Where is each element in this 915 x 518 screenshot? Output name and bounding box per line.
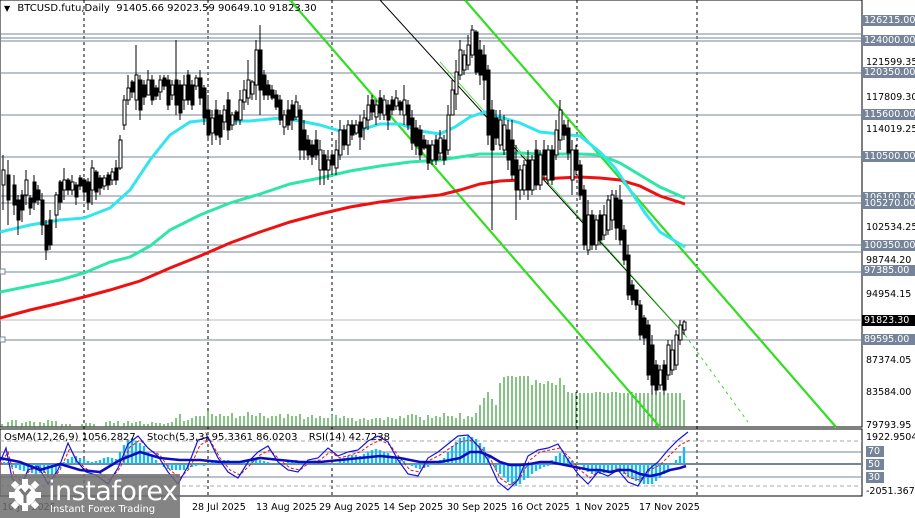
price-tick: 79793.95 [866, 420, 912, 431]
ohlc-high: 92023.59 [167, 3, 215, 14]
instaforex-logo: instaforex Instant Forex Trading [0, 474, 180, 518]
level-label: 89595.00 [862, 334, 915, 345]
trend-line-green [439, 61, 686, 336]
symbol-label: BTCUSD.futu,Daily [17, 3, 110, 14]
indicator-header: OsMA(12,26,9) 1056.2827 Stoch(5,3,3) 95.… [4, 432, 398, 443]
ma-fast-line [0, 110, 686, 249]
level-handle[interactable] [0, 268, 6, 275]
indicator-max: 1922.9504 [866, 432, 915, 443]
trend-channel[interactable] [289, 0, 837, 428]
level-label: 124000.00 [862, 35, 915, 46]
date-label: 16 Oct 2025 [511, 502, 570, 513]
level-label: 106100.00 [862, 192, 915, 203]
price-tick: 87374.05 [866, 355, 912, 366]
ohlc-close: 91823.30 [268, 3, 317, 14]
price-tick: 102534.25 [866, 222, 915, 233]
level-label: 110500.00 [862, 151, 915, 162]
level-label: 120350.00 [862, 67, 915, 78]
ma-mid-line [0, 151, 686, 294]
period-separators [83, 0, 698, 496]
horizontal-levels [0, 33, 862, 341]
level-label: 100350.00 [862, 240, 915, 251]
date-label: 29 Aug 2025 [319, 502, 380, 513]
date-label: 1 Nov 2025 [575, 502, 630, 513]
price-tick: 98744.20 [866, 255, 912, 266]
volume-bars [1, 376, 685, 427]
price-tick: 83584.00 [866, 387, 912, 398]
logo-tagline: Instant Forex Trading [50, 504, 156, 515]
level-50: 50 [866, 459, 884, 470]
level-70: 70 [866, 446, 884, 457]
ohlc-low: 90649.10 [218, 3, 266, 14]
level-handle[interactable] [0, 336, 6, 343]
price-tick: 94954.15 [866, 289, 912, 300]
date-label: 13 Aug 2025 [256, 502, 317, 513]
price-tick: 117809.30 [866, 92, 915, 103]
gear-logo-icon [9, 479, 41, 511]
price-tick: 121599.35 [866, 57, 915, 68]
date-label: 17 Nov 2025 [639, 502, 700, 513]
ma-slow-line [0, 175, 686, 320]
level-label: 126215.00 [862, 15, 915, 26]
ohlc-open: 91405.66 [116, 3, 164, 14]
level-label: 97385.00 [862, 265, 915, 276]
collapse-triangle-icon[interactable]: ▼ [4, 4, 11, 13]
date-label: 30 Sep 2025 [447, 502, 508, 513]
logo-wordmark: instaforex [48, 476, 178, 507]
level-30: 30 [866, 472, 884, 483]
level-label: 115600.00 [862, 109, 915, 120]
symbol-header: ▼ BTCUSD.futu,Daily 91405.66 92023.59 90… [4, 3, 317, 14]
date-label: 14 Sep 2025 [383, 502, 444, 513]
stoch-label: Stoch(5,3,3) 95.3361 86.0203 [146, 432, 298, 443]
level-label: 105270.00 [862, 198, 915, 209]
date-label: 28 Jul 2025 [192, 502, 246, 513]
rsi-line [0, 450, 687, 478]
price-tick: 114019.25 [866, 124, 915, 135]
rsi-label: RSI(14) 42.7238 [308, 432, 391, 443]
main-chart-area[interactable] [0, 0, 863, 428]
candlesticks[interactable] [1, 25, 687, 395]
osma-label: OsMA(12,26,9) 1056.2827 [4, 432, 136, 443]
current-price-label: 91823.30 [862, 315, 915, 326]
